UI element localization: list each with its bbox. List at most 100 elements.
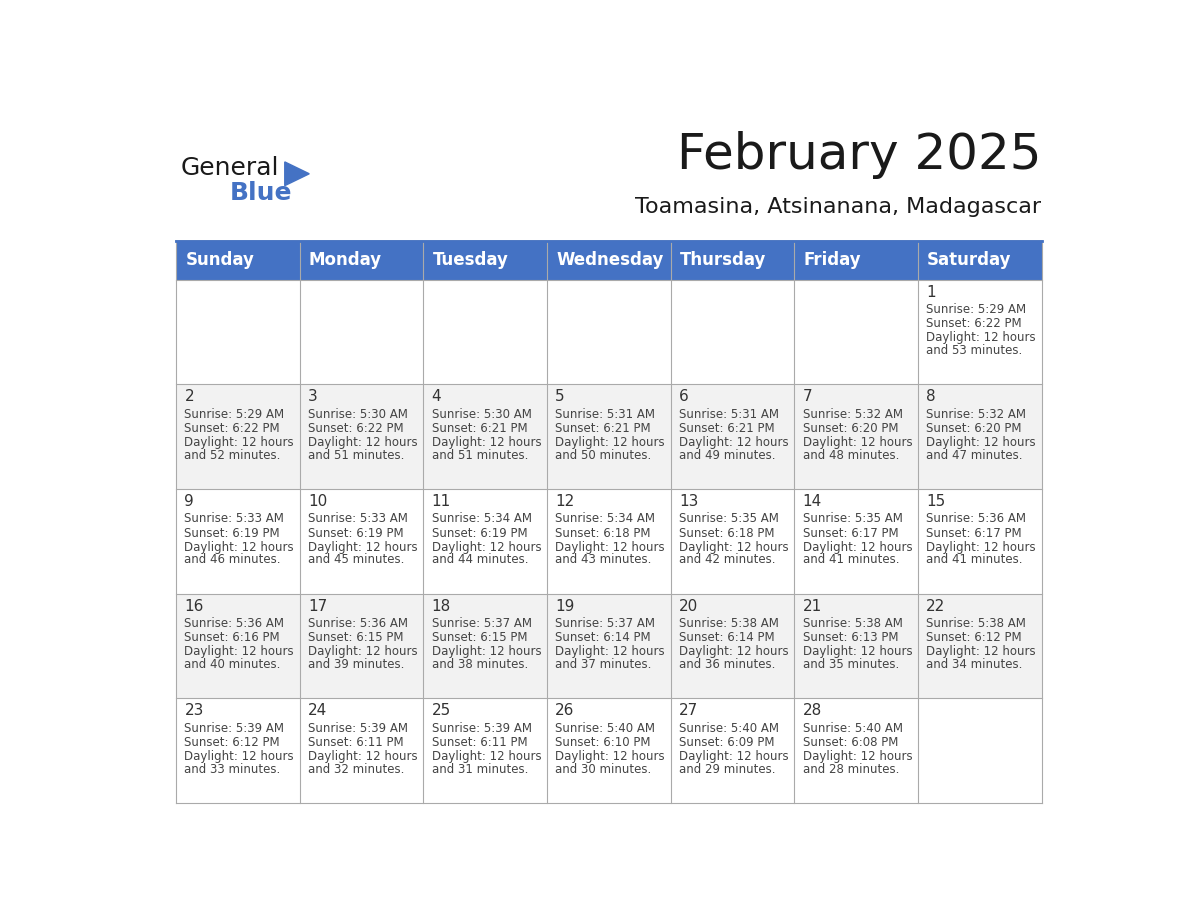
Text: 21: 21 bbox=[803, 599, 822, 613]
Text: 23: 23 bbox=[184, 703, 204, 718]
Text: and 31 minutes.: and 31 minutes. bbox=[431, 763, 527, 776]
Text: Sunset: 6:09 PM: Sunset: 6:09 PM bbox=[680, 735, 775, 749]
Text: and 29 minutes.: and 29 minutes. bbox=[680, 763, 776, 776]
Text: Sunset: 6:19 PM: Sunset: 6:19 PM bbox=[431, 527, 527, 540]
Text: and 33 minutes.: and 33 minutes. bbox=[184, 763, 280, 776]
FancyBboxPatch shape bbox=[918, 241, 1042, 280]
Text: 14: 14 bbox=[803, 494, 822, 509]
Text: 17: 17 bbox=[308, 599, 328, 613]
Text: Daylight: 12 hours: Daylight: 12 hours bbox=[803, 436, 912, 449]
Text: Daylight: 12 hours: Daylight: 12 hours bbox=[308, 645, 418, 658]
Text: Wednesday: Wednesday bbox=[556, 252, 664, 269]
Text: and 36 minutes.: and 36 minutes. bbox=[680, 658, 776, 671]
FancyBboxPatch shape bbox=[918, 489, 1042, 594]
FancyBboxPatch shape bbox=[795, 594, 918, 699]
Text: 24: 24 bbox=[308, 703, 328, 718]
Text: 6: 6 bbox=[680, 389, 689, 404]
FancyBboxPatch shape bbox=[671, 594, 795, 699]
Text: Daylight: 12 hours: Daylight: 12 hours bbox=[555, 436, 665, 449]
FancyBboxPatch shape bbox=[423, 241, 546, 280]
FancyBboxPatch shape bbox=[176, 594, 299, 699]
Text: Sunset: 6:22 PM: Sunset: 6:22 PM bbox=[927, 318, 1022, 330]
Text: 26: 26 bbox=[555, 703, 575, 718]
FancyBboxPatch shape bbox=[795, 385, 918, 489]
Text: and 40 minutes.: and 40 minutes. bbox=[184, 658, 280, 671]
Text: Sunset: 6:21 PM: Sunset: 6:21 PM bbox=[680, 422, 775, 435]
Text: Sunrise: 5:32 AM: Sunrise: 5:32 AM bbox=[927, 408, 1026, 420]
FancyBboxPatch shape bbox=[299, 489, 423, 594]
Text: Sunset: 6:13 PM: Sunset: 6:13 PM bbox=[803, 631, 898, 644]
Text: 28: 28 bbox=[803, 703, 822, 718]
Text: and 30 minutes.: and 30 minutes. bbox=[555, 763, 651, 776]
Text: 11: 11 bbox=[431, 494, 451, 509]
Text: 2: 2 bbox=[184, 389, 194, 404]
Text: Sunset: 6:20 PM: Sunset: 6:20 PM bbox=[927, 422, 1022, 435]
FancyBboxPatch shape bbox=[423, 280, 546, 385]
Text: and 47 minutes.: and 47 minutes. bbox=[927, 449, 1023, 462]
Text: Daylight: 12 hours: Daylight: 12 hours bbox=[431, 645, 542, 658]
Text: and 44 minutes.: and 44 minutes. bbox=[431, 554, 529, 566]
Text: Sunrise: 5:33 AM: Sunrise: 5:33 AM bbox=[308, 512, 407, 525]
Text: Sunset: 6:08 PM: Sunset: 6:08 PM bbox=[803, 735, 898, 749]
Text: Sunset: 6:11 PM: Sunset: 6:11 PM bbox=[431, 735, 527, 749]
Text: Daylight: 12 hours: Daylight: 12 hours bbox=[555, 541, 665, 554]
FancyBboxPatch shape bbox=[671, 280, 795, 385]
Text: Sunset: 6:14 PM: Sunset: 6:14 PM bbox=[555, 631, 651, 644]
Text: 4: 4 bbox=[431, 389, 441, 404]
Text: 9: 9 bbox=[184, 494, 194, 509]
Text: 8: 8 bbox=[927, 389, 936, 404]
Text: Sunrise: 5:31 AM: Sunrise: 5:31 AM bbox=[680, 408, 779, 420]
Text: Sunset: 6:21 PM: Sunset: 6:21 PM bbox=[555, 422, 651, 435]
FancyBboxPatch shape bbox=[546, 594, 671, 699]
FancyBboxPatch shape bbox=[795, 489, 918, 594]
FancyBboxPatch shape bbox=[671, 489, 795, 594]
FancyBboxPatch shape bbox=[299, 241, 423, 280]
Text: Sunrise: 5:37 AM: Sunrise: 5:37 AM bbox=[431, 617, 532, 630]
Text: Daylight: 12 hours: Daylight: 12 hours bbox=[680, 436, 789, 449]
Text: Daylight: 12 hours: Daylight: 12 hours bbox=[555, 750, 665, 763]
Text: Sunset: 6:12 PM: Sunset: 6:12 PM bbox=[927, 631, 1022, 644]
Text: and 39 minutes.: and 39 minutes. bbox=[308, 658, 404, 671]
Text: Sunset: 6:10 PM: Sunset: 6:10 PM bbox=[555, 735, 651, 749]
FancyBboxPatch shape bbox=[795, 241, 918, 280]
Text: Sunset: 6:12 PM: Sunset: 6:12 PM bbox=[184, 735, 280, 749]
Text: Daylight: 12 hours: Daylight: 12 hours bbox=[431, 436, 542, 449]
Text: 12: 12 bbox=[555, 494, 575, 509]
Text: Sunrise: 5:32 AM: Sunrise: 5:32 AM bbox=[803, 408, 903, 420]
Text: and 46 minutes.: and 46 minutes. bbox=[184, 554, 280, 566]
Text: Sunrise: 5:38 AM: Sunrise: 5:38 AM bbox=[680, 617, 779, 630]
Text: Sunrise: 5:38 AM: Sunrise: 5:38 AM bbox=[803, 617, 903, 630]
Text: and 32 minutes.: and 32 minutes. bbox=[308, 763, 404, 776]
Text: Sunrise: 5:33 AM: Sunrise: 5:33 AM bbox=[184, 512, 284, 525]
Text: and 51 minutes.: and 51 minutes. bbox=[308, 449, 404, 462]
Text: 19: 19 bbox=[555, 599, 575, 613]
FancyBboxPatch shape bbox=[918, 594, 1042, 699]
Polygon shape bbox=[285, 162, 309, 185]
Text: Daylight: 12 hours: Daylight: 12 hours bbox=[184, 645, 295, 658]
Text: and 35 minutes.: and 35 minutes. bbox=[803, 658, 899, 671]
Text: 15: 15 bbox=[927, 494, 946, 509]
Text: Sunset: 6:22 PM: Sunset: 6:22 PM bbox=[184, 422, 280, 435]
Text: 3: 3 bbox=[308, 389, 318, 404]
Text: Sunrise: 5:30 AM: Sunrise: 5:30 AM bbox=[308, 408, 407, 420]
FancyBboxPatch shape bbox=[299, 385, 423, 489]
FancyBboxPatch shape bbox=[918, 699, 1042, 803]
Text: Sunset: 6:17 PM: Sunset: 6:17 PM bbox=[927, 527, 1022, 540]
Text: 10: 10 bbox=[308, 494, 328, 509]
Text: February 2025: February 2025 bbox=[677, 131, 1042, 179]
Text: Daylight: 12 hours: Daylight: 12 hours bbox=[927, 331, 1036, 344]
Text: and 45 minutes.: and 45 minutes. bbox=[308, 554, 404, 566]
FancyBboxPatch shape bbox=[671, 699, 795, 803]
FancyBboxPatch shape bbox=[299, 699, 423, 803]
Text: Sunset: 6:15 PM: Sunset: 6:15 PM bbox=[431, 631, 527, 644]
Text: Daylight: 12 hours: Daylight: 12 hours bbox=[927, 436, 1036, 449]
Text: Sunrise: 5:39 AM: Sunrise: 5:39 AM bbox=[184, 722, 284, 734]
Text: Sunset: 6:22 PM: Sunset: 6:22 PM bbox=[308, 422, 404, 435]
Text: Daylight: 12 hours: Daylight: 12 hours bbox=[680, 645, 789, 658]
Text: Daylight: 12 hours: Daylight: 12 hours bbox=[927, 645, 1036, 658]
FancyBboxPatch shape bbox=[176, 280, 299, 385]
Text: Sunset: 6:15 PM: Sunset: 6:15 PM bbox=[308, 631, 404, 644]
Text: 5: 5 bbox=[555, 389, 565, 404]
Text: and 50 minutes.: and 50 minutes. bbox=[555, 449, 651, 462]
Text: Daylight: 12 hours: Daylight: 12 hours bbox=[680, 750, 789, 763]
